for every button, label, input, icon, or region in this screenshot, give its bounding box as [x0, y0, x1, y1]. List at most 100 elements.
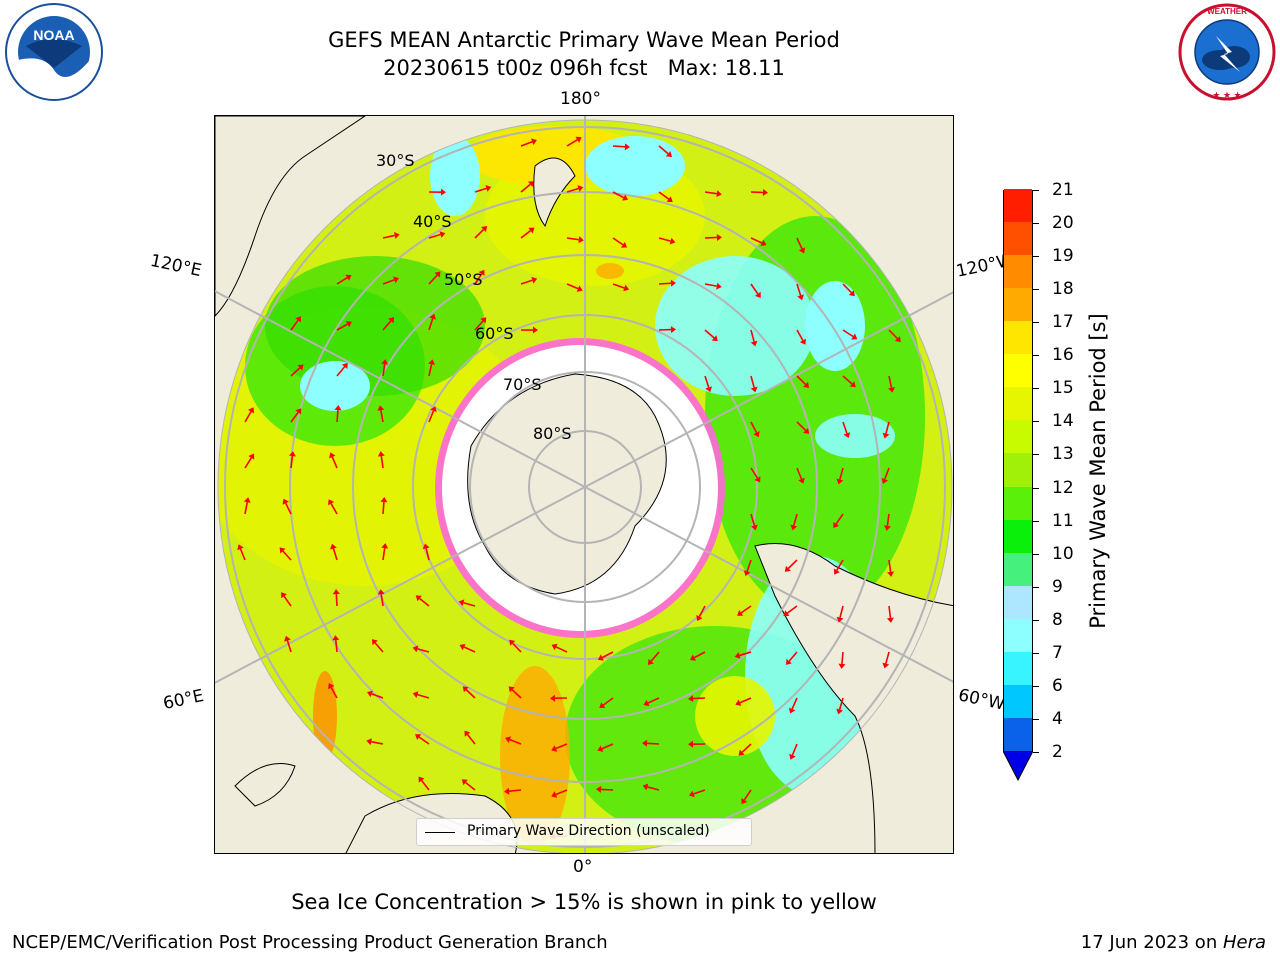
colorbar-tick	[1033, 652, 1039, 654]
wave-arrow-shaft	[704, 236, 718, 239]
wave-arrow-head	[281, 592, 287, 599]
nws-logo: WEATHER ★ ★ ★	[1176, 2, 1278, 102]
lon-label-lower-right: 60°W	[956, 685, 1007, 715]
wave-arrow-shaft	[290, 367, 301, 377]
wave-arrow-head	[332, 635, 340, 641]
wave-arrow-head	[716, 190, 722, 198]
wave-arrow-head	[550, 694, 556, 702]
wave-arrow-head	[329, 452, 336, 459]
wave-arrow-shaft	[746, 559, 752, 572]
wave-arrow-shaft	[888, 605, 892, 619]
wave-arrow-shaft	[244, 411, 252, 423]
wave-arrow-head	[643, 699, 650, 707]
footer-branch: NCEP/EMC/Verification Post Processing Pr…	[12, 932, 608, 953]
colorbar-tick	[1033, 289, 1039, 291]
wave-arrow-shaft	[382, 279, 395, 285]
wave-arrow-shaft	[283, 595, 292, 607]
wave-arrow-shaft	[380, 456, 384, 469]
wave-arrow-head	[711, 335, 718, 342]
wave-arrow-head	[576, 285, 583, 292]
wave-arrow-head	[669, 237, 676, 245]
colorbar-tick-label: 10	[1052, 543, 1074, 564]
wave-arrow-shaft	[650, 651, 660, 662]
wave-arrow-head	[237, 544, 244, 551]
wave-arrow-head	[328, 499, 335, 506]
legend-line-swatch	[425, 832, 455, 833]
wave-arrow-head	[597, 654, 604, 661]
wave-arrow-shaft	[612, 283, 625, 289]
wave-arrow-shaft	[600, 788, 614, 791]
wave-arrow-head	[688, 790, 695, 798]
wave-arrow-shaft	[382, 548, 386, 561]
wave-arrow-shaft	[566, 237, 579, 241]
wave-arrow-shaft	[428, 274, 438, 285]
wave-arrow-shaft	[463, 646, 476, 653]
colorbar-segment	[1004, 519, 1032, 553]
colorbar-tick-label: 16	[1052, 345, 1074, 366]
wave-arrow-shaft	[335, 593, 338, 607]
wave-arrow-head	[738, 749, 745, 756]
colorbar-segment	[1004, 353, 1032, 388]
wave-arrow-shaft	[418, 736, 430, 745]
wave-arrow-head	[620, 241, 628, 248]
wave-arrow-head	[462, 686, 469, 693]
wave-arrow-shaft	[750, 237, 763, 244]
lat-label-50s: 50°S	[444, 270, 483, 289]
wave-arrow-head	[508, 686, 515, 693]
wave-arrow-head	[894, 336, 901, 343]
colorbar-tick	[1033, 487, 1039, 489]
wave-arrow-head	[243, 497, 251, 503]
colorbar-segment	[1004, 486, 1032, 520]
wave-arrow-shaft	[796, 421, 807, 431]
colorbar-tick	[1033, 685, 1039, 687]
wave-arrow-shaft	[704, 375, 710, 388]
wave-arrow-shaft	[336, 277, 348, 285]
wave-arrow-shaft	[520, 279, 533, 285]
wave-arrow-shaft	[658, 191, 670, 200]
wave-arrow-shaft	[888, 375, 893, 388]
wave-arrow-shaft	[420, 780, 430, 791]
colorbar-tick	[1033, 520, 1039, 522]
wave-arrow-head	[798, 477, 805, 484]
colorbar-segment	[1004, 585, 1032, 619]
wave-arrow-head	[439, 231, 446, 238]
colorbar-tick-label: 9	[1052, 576, 1063, 597]
wave-arrow-shaft	[647, 697, 660, 704]
wave-arrow-shaft	[693, 789, 706, 795]
colorbar	[1003, 188, 1033, 752]
wave-arrow-head	[750, 386, 758, 393]
wave-arrow-head	[888, 387, 895, 393]
wave-arrow-shaft	[842, 283, 852, 294]
wave-arrow-shaft	[290, 455, 294, 469]
wave-arrow-head	[642, 739, 648, 747]
wave-arrow-head	[836, 708, 844, 715]
wave-arrow-head	[478, 269, 485, 276]
wave-arrow-shaft	[796, 237, 803, 250]
wave-arrow-shaft	[704, 191, 717, 195]
wave-arrow-head	[790, 524, 798, 531]
wave-arrow-shaft	[750, 467, 759, 479]
footer-date: 17 Jun 2023 on Hera	[1081, 932, 1266, 953]
wave-arrow-head	[624, 143, 630, 151]
wave-arrow-shaft	[796, 329, 804, 341]
wave-arrow-head	[750, 340, 758, 347]
wave-arrow-head	[665, 151, 672, 157]
wave-arrow-shaft	[885, 651, 890, 664]
chart-title: GEFS MEAN Antarctic Primary Wave Mean Pe…	[214, 26, 954, 82]
wave-arrow-shaft	[285, 502, 292, 515]
wave-arrow-head	[412, 645, 419, 653]
wave-arrow-head	[803, 381, 810, 388]
wave-arrow-head	[803, 427, 810, 434]
colorbar-tick	[1033, 223, 1039, 225]
title-line-2: 20230615 t00z 096h fcst Max: 18.11	[383, 56, 785, 80]
wave-arrow-shaft	[509, 738, 522, 745]
wave-arrow-head	[696, 614, 703, 622]
colorbar-segment	[1004, 618, 1032, 652]
wave-arrow-shaft	[796, 375, 807, 385]
lon-label-upper-left: 120°E	[148, 250, 204, 282]
wave-arrow-shaft	[290, 411, 299, 423]
noaa-logo: NOAA	[4, 2, 104, 102]
colorbar-segment	[1004, 684, 1032, 718]
wave-arrow-head	[735, 699, 742, 706]
colorbar-tick-label: 12	[1052, 477, 1074, 498]
